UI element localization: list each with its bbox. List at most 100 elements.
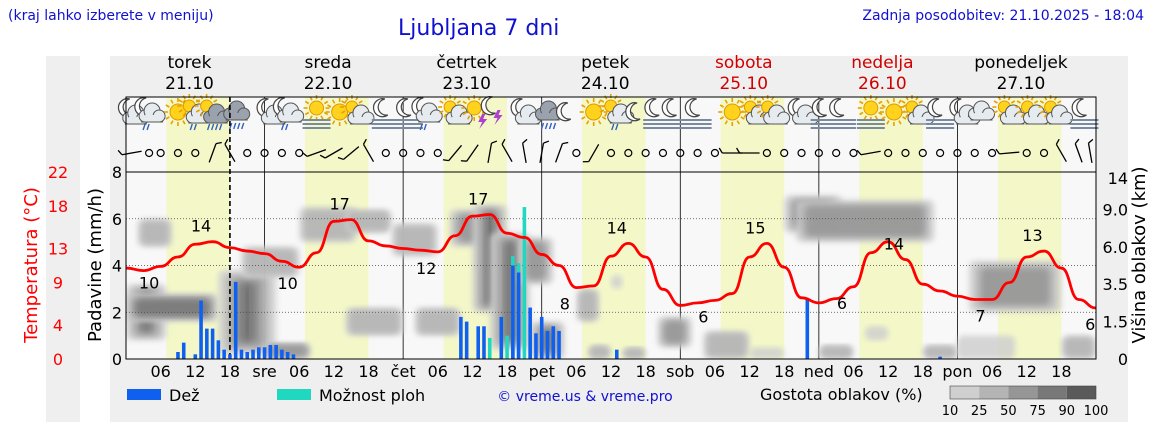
- sun-ray: [343, 120, 348, 125]
- wind-feather: [1055, 138, 1060, 145]
- wind-calm-icon: [918, 148, 927, 158]
- sun-ray: [304, 100, 310, 105]
- cloud-base: [283, 115, 298, 122]
- moon-fog-icon: [926, 98, 955, 129]
- cloud-blob: [246, 286, 249, 338]
- wind-calm-icon: [953, 148, 962, 158]
- sun-ray: [1039, 100, 1045, 104]
- rain-drop: [146, 123, 150, 131]
- sun-disc: [169, 103, 187, 121]
- sun-ray: [165, 104, 170, 108]
- sun-ray: [195, 99, 201, 103]
- temperature-series: 10 14 10 17 12 17 8 14 6 15 6 14 7 13 6: [125, 190, 1097, 334]
- rain-bar: [205, 328, 209, 359]
- day-name: nedelja: [851, 53, 913, 73]
- x-tick-label: 12: [878, 362, 898, 381]
- wind-shaft: [343, 146, 360, 160]
- wind-feather: [362, 138, 367, 145]
- cloud-base: [974, 113, 989, 120]
- rain-bar: [199, 300, 203, 359]
- cloud-shape: [763, 104, 791, 125]
- sun-ray: [859, 100, 864, 105]
- wind-shaft: [1087, 143, 1093, 163]
- cloud-height-tick: 0: [1118, 350, 1128, 369]
- rain-bar: [268, 344, 273, 359]
- region-note[interactable]: (kraj lahko izberete v meniju): [8, 8, 214, 24]
- wind-shaft: [466, 144, 479, 162]
- sun-ray: [199, 112, 204, 117]
- axes: 0 2 4 6 8 0 4 9 13 18 22 0 1.5 3.5 6.0 9.0 14 Temperatura…: [21, 96, 1150, 381]
- wind-calm-icon: [156, 148, 165, 158]
- rain-bar: [938, 356, 942, 359]
- cloud-height-tick: 14: [1108, 169, 1128, 188]
- cloud-base: [128, 117, 143, 124]
- wind-barb-icon: [1055, 138, 1067, 162]
- day-name: sreda: [305, 53, 352, 73]
- rain-bar: [516, 272, 521, 359]
- wind-barb-icon: [995, 148, 1020, 155]
- cloud-base: [1006, 117, 1021, 124]
- sun-ray: [1016, 110, 1021, 114]
- x-tick-label: 06: [982, 362, 1002, 381]
- rain-drop: [214, 123, 219, 131]
- wind-calm-icon: [243, 148, 252, 158]
- cloud-blob: [268, 344, 307, 357]
- wind-calm-icon: [572, 148, 581, 158]
- wind-shaft: [121, 150, 142, 156]
- cloud-legend-tick: 75: [1029, 404, 1046, 419]
- temperature-label: 6: [698, 307, 708, 326]
- wind-shaft: [1074, 143, 1083, 163]
- rain-bar: [534, 333, 538, 359]
- cloud-base: [422, 115, 437, 122]
- wind-barb-icon: [1074, 138, 1083, 163]
- sun-icon: [579, 98, 608, 126]
- wind-shaft: [522, 143, 527, 163]
- sun-ray: [170, 120, 174, 125]
- rain-bar: [251, 349, 255, 359]
- sun-ray: [905, 113, 909, 118]
- wind-calm-icon: [641, 148, 650, 158]
- sun-ray: [740, 116, 745, 120]
- sun-ray: [439, 110, 444, 114]
- x-tick-label: 06: [150, 362, 170, 381]
- cloud-shape: [999, 104, 1027, 125]
- cloud-blob: [749, 347, 785, 359]
- gridlines: [126, 97, 1096, 359]
- sun-ray: [341, 100, 346, 104]
- wind-feather: [337, 156, 344, 161]
- x-tick-label: 06: [428, 362, 448, 381]
- cloud-blob: [706, 332, 747, 357]
- sun-ray: [327, 104, 332, 108]
- wind-feather: [302, 152, 308, 157]
- wind-calm-icon: [144, 148, 154, 158]
- precipitation-bars: [176, 207, 942, 359]
- rain-bar: [285, 351, 290, 359]
- cloud-blob: [664, 321, 685, 343]
- sun-ray: [182, 120, 186, 125]
- cloud-height-tick: 9.0: [1103, 200, 1128, 219]
- temperature-label: 15: [745, 218, 765, 237]
- moon-shape: [625, 102, 641, 122]
- rain-drop: [281, 123, 285, 131]
- sun-ray: [739, 100, 744, 104]
- rain-bar: [280, 349, 284, 359]
- wind-barb-icon: [442, 144, 463, 162]
- wind-barb-icon: [337, 146, 360, 161]
- wind-calm-icon: [797, 148, 806, 158]
- rain-bar: [245, 351, 250, 359]
- sun-disc: [723, 103, 741, 121]
- sun-ray: [323, 100, 329, 105]
- cloud-legend-tick: 100: [1084, 404, 1109, 419]
- wind-calm-icon: [1039, 148, 1049, 158]
- wind-shaft: [324, 147, 343, 159]
- sun-ray: [581, 104, 586, 108]
- wind-calm-icon: [884, 148, 893, 158]
- cloud-blob: [348, 309, 400, 334]
- sun-ray: [1043, 113, 1048, 118]
- wind-barb-icon: [319, 147, 343, 159]
- cloud-legend-tick: 90: [1059, 404, 1076, 419]
- temperature-label: 10: [277, 274, 297, 293]
- copyright-link[interactable]: © vreme.us & vreme.pro: [497, 389, 672, 405]
- cloud-legend-tick: 25: [971, 404, 988, 419]
- temperature-line: [125, 213, 1097, 310]
